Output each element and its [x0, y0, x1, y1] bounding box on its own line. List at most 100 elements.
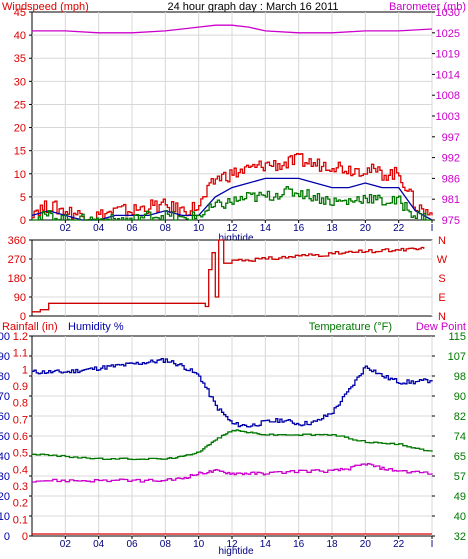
rain-tick-label: 0.1: [13, 514, 28, 526]
rain-tick-label: 0.3: [13, 481, 28, 493]
temp-tick-label: 115: [448, 331, 466, 343]
humidity-tick-label: 0: [4, 531, 10, 543]
compass-label: W: [437, 254, 448, 266]
dir-tick-label: 0: [20, 311, 26, 323]
x-tick-label: 06: [126, 223, 138, 234]
x-tick-label: 18: [326, 539, 338, 550]
left-tick-label: 45: [14, 7, 26, 19]
windspeed-axis-label: Windspeed (mph): [2, 1, 89, 13]
left-tick-label: 0: [20, 215, 26, 227]
x-tick-label: 12: [226, 539, 238, 550]
dewpoint-axis-label: Dew Point: [416, 321, 466, 333]
series-dewpoint: [32, 463, 433, 483]
rain-tick-label: 0.5: [13, 448, 28, 460]
right-tick-label: 986: [442, 173, 460, 185]
left-tick-label: 30: [14, 76, 26, 88]
rain-tick-label: 0.7: [13, 414, 28, 426]
right-tick-label: 992: [442, 153, 460, 165]
dir-tick-label: 270: [8, 254, 26, 266]
dir-tick-label: 90: [14, 292, 26, 304]
rain-tick-label: 0.8: [13, 398, 28, 410]
temperature-axis-label: Temperature (°F): [309, 321, 392, 333]
x-tick-label: 10: [193, 539, 205, 550]
humidity-tick-label: 100: [0, 331, 10, 343]
right-tick-label: 997: [442, 132, 460, 144]
x-tick-label: 16: [293, 223, 305, 234]
humidity-tick-label: 30: [0, 471, 10, 483]
humidity-axis-label: Humidity %: [68, 321, 124, 333]
x-tick-label: 14: [260, 539, 272, 550]
x-tick-label: 02: [60, 223, 72, 234]
compass-label: N: [438, 311, 446, 323]
x-tick-label: 08: [160, 539, 172, 550]
rain-tick-label: 0.9: [13, 381, 28, 393]
x-tick-label: 10: [193, 223, 205, 234]
compass-label: S: [438, 273, 445, 285]
left-tick-label: 35: [14, 53, 26, 65]
x-tick-label: 02: [60, 539, 72, 550]
x-tick-label: 06: [126, 539, 138, 550]
temp-tick-label: 98: [454, 371, 466, 383]
right-tick-label: 1014: [436, 69, 460, 81]
humidity-tick-label: 60: [0, 411, 10, 423]
x-tick-label: I: [431, 539, 434, 550]
series-gust: [32, 153, 433, 221]
rain-tick-label: 0: [22, 531, 28, 543]
humidity-tick-label: 90: [0, 351, 10, 363]
temp-tick-label: 32: [454, 531, 466, 543]
temp-tick-label: 57: [454, 471, 466, 483]
series-direction: [32, 239, 425, 313]
temp-tick-label: 82: [454, 411, 466, 423]
left-tick-label: 15: [14, 146, 26, 158]
rain-tick-label: 0.4: [13, 464, 28, 476]
right-tick-label: 981: [442, 194, 460, 206]
x-tick-label: 14: [260, 223, 272, 234]
dir-tick-label: 180: [8, 273, 26, 285]
left-tick-label: 40: [14, 30, 26, 42]
x-tick-label: 18: [326, 223, 338, 234]
x-tick-label: 22: [393, 539, 405, 550]
left-tick-label: 10: [14, 169, 26, 181]
right-tick-label: 1025: [436, 28, 460, 40]
humidity-tick-label: 20: [0, 491, 10, 503]
rain-tick-label: 1: [22, 364, 28, 376]
humidity-tick-label: 80: [0, 371, 10, 383]
wind-barometer-panel: 0 5 10 15 20 25 30 35 40 45 975 981 986 992 997 1003 10…: [2, 1, 466, 244]
rainfall-axis-label: Rainfall (in): [2, 321, 58, 333]
x-tick-label: 22: [393, 223, 405, 234]
left-tick-label: 25: [14, 99, 26, 111]
x-tick-label: I: [431, 223, 434, 234]
x-tick-label: 08: [160, 223, 172, 234]
x-tick-label: 16: [293, 539, 305, 550]
x-tick-label: 04: [93, 539, 105, 550]
rain-tick-label: 1.2: [13, 331, 28, 343]
series-temperature: [32, 429, 433, 461]
temp-humidity-panel: 010203040506070809010000.10.20.30.40.50.…: [0, 321, 466, 557]
right-tick-label: 1008: [436, 90, 460, 102]
x-tick-label: 20: [360, 539, 372, 550]
temp-tick-label: 90: [454, 391, 466, 403]
temp-tick-label: 65: [454, 451, 466, 463]
right-tick-label: 975: [442, 215, 460, 227]
temp-tick-label: 49: [454, 491, 466, 503]
series-wind: [32, 185, 432, 221]
left-tick-label: 5: [20, 192, 26, 204]
series-barometer: [32, 24, 433, 34]
hightide-label-bottom: hightide: [218, 546, 253, 557]
hightide-label: hightide: [218, 233, 253, 244]
x-tick-label: 04: [93, 223, 105, 234]
temp-tick-label: 40: [454, 511, 466, 523]
chart-title: 24 hour graph day : March 16 2011: [167, 1, 338, 13]
rain-tick-label: 0.6: [13, 431, 28, 443]
barometer-axis-label: Barometer (mb): [389, 1, 466, 13]
x-tick-label: 12: [226, 223, 238, 234]
series-humidity: [32, 357, 433, 428]
right-tick-label: 1019: [436, 49, 460, 61]
rain-tick-label: 0.2: [13, 498, 28, 510]
temp-tick-label: 74: [454, 431, 466, 443]
rain-tick-label: 1.1: [13, 348, 28, 360]
compass-label: N: [438, 235, 446, 247]
